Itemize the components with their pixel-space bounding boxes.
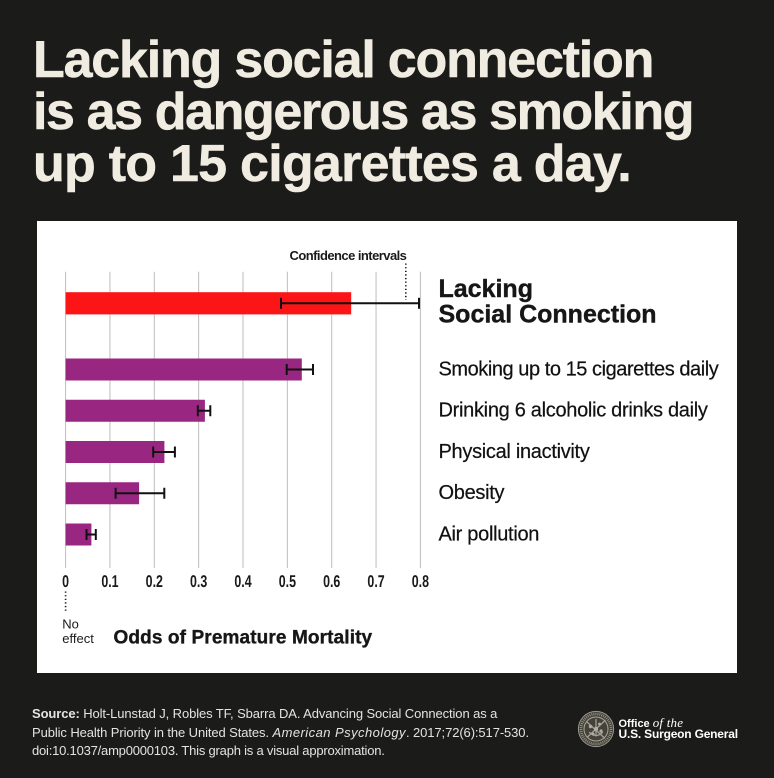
svg-text:Smoking up to 15 cigarettes da: Smoking up to 15 cigarettes daily	[439, 358, 719, 380]
svg-text:0.1: 0.1	[101, 572, 118, 591]
svg-text:0.7: 0.7	[367, 572, 384, 591]
svg-text:No: No	[62, 617, 79, 632]
svg-text:0.4: 0.4	[234, 572, 252, 591]
svg-text:Confidence intervals: Confidence intervals	[290, 248, 407, 263]
svg-text:Odds of Premature Mortality: Odds of Premature Mortality	[114, 628, 373, 649]
svg-text:Lacking: Lacking	[439, 275, 533, 303]
svg-text:Obesity: Obesity	[439, 482, 505, 504]
svg-text:Air pollution: Air pollution	[439, 523, 540, 545]
svg-text:Drinking 6 alcoholic drinks da: Drinking 6 alcoholic drinks daily	[439, 400, 708, 422]
svg-text:0.6: 0.6	[323, 572, 340, 591]
svg-text:effect: effect	[62, 631, 94, 646]
svg-text:0: 0	[62, 572, 69, 591]
svg-text:0.3: 0.3	[190, 572, 207, 591]
svg-text:0.2: 0.2	[146, 572, 163, 591]
svg-text:Social Connection: Social Connection	[439, 301, 657, 329]
svg-text:0.5: 0.5	[279, 572, 296, 591]
svg-text:Physical inactivity: Physical inactivity	[439, 441, 590, 463]
svg-text:0.8: 0.8	[412, 572, 429, 591]
